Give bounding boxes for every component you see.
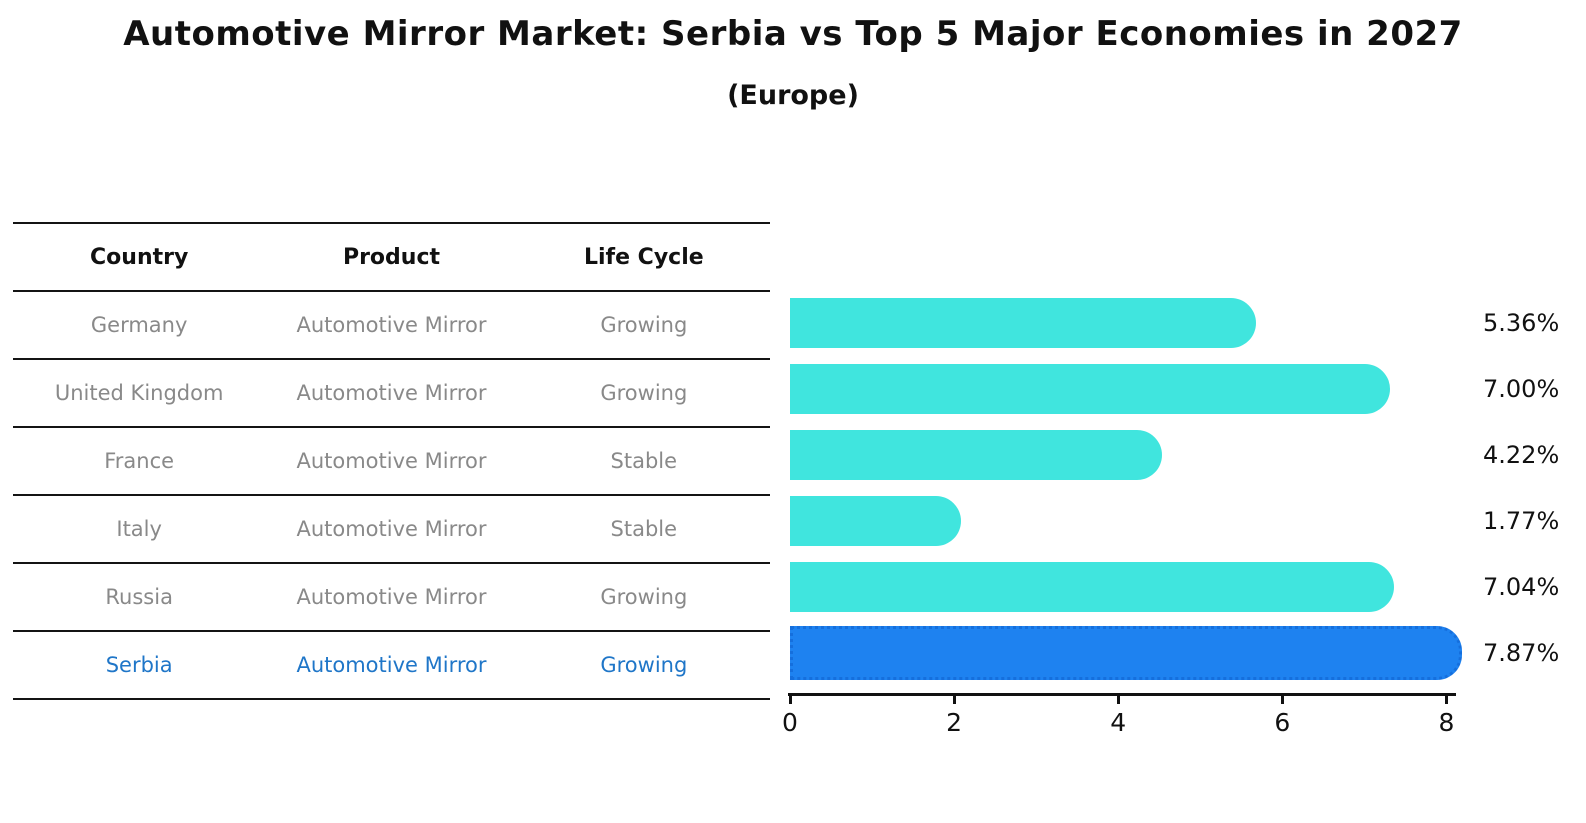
bar-value-label: 7.04% — [1483, 573, 1560, 601]
table-row-italy: Italy Automotive Mirror Stable — [13, 496, 770, 564]
bar-serbia — [790, 626, 1462, 680]
cell-country: United Kingdom — [54, 381, 224, 405]
bar-united-kingdom — [790, 364, 1390, 414]
column-header-country: Country — [90, 244, 189, 270]
chart-title: Automotive Mirror Market: Serbia vs Top … — [123, 14, 1463, 54]
x-axis-tick-mark — [788, 695, 792, 704]
table-row-united-kingdom: United Kingdom Automotive Mirror Growing — [13, 360, 770, 428]
x-axis-tick-mark — [1445, 695, 1448, 704]
bar-russia — [790, 562, 1394, 612]
bar-value-label: 7.87% — [1483, 639, 1560, 667]
x-axis-tick-label: 0 — [782, 708, 798, 737]
table-header-row: Country Product Life Cycle — [13, 224, 770, 292]
table-row-france: France Automotive Mirror Stable — [13, 428, 770, 496]
bar-value-label: 5.36% — [1483, 309, 1560, 337]
column-header-life-cycle: Life Cycle — [583, 244, 704, 270]
table-row-russia: Russia Automotive Mirror Growing — [13, 564, 770, 632]
x-axis-tick-label: 2 — [946, 708, 963, 737]
table-row-germany: Germany Automotive Mirror Growing — [13, 292, 770, 360]
bar-value-label: 7.00% — [1483, 375, 1560, 403]
cell-country: Russia — [105, 585, 173, 609]
bar-value-label: 4.22% — [1483, 441, 1560, 469]
cell-life-cycle: Growing — [600, 313, 688, 337]
cell-life-cycle: Stable — [610, 517, 678, 541]
cell-life-cycle: Stable — [610, 449, 678, 473]
country-info-table: Country Product Life Cycle Germany Automo… — [13, 222, 770, 700]
x-axis-tick-label: 8 — [1438, 708, 1455, 737]
x-axis-tick-mark — [952, 695, 956, 704]
cell-country: Germany — [90, 313, 188, 337]
cell-country: Italy — [116, 517, 162, 541]
bar-italy — [790, 496, 961, 546]
cell-product: Automotive Mirror — [296, 517, 487, 541]
column-header-product: Product — [342, 244, 441, 270]
x-axis-tick-label: 6 — [1274, 708, 1291, 737]
x-axis-tick-mark — [1280, 695, 1284, 704]
chart-subtitle: (Europe) — [727, 80, 859, 111]
x-axis-tick-label: 4 — [1110, 708, 1127, 737]
table-row-serbia: Serbia Automotive Mirror Growing — [13, 632, 770, 700]
bar-germany — [790, 298, 1256, 348]
bar-value-label: 1.77% — [1483, 507, 1560, 535]
cell-product: Automotive Mirror — [296, 381, 487, 405]
cell-life-cycle: Growing — [600, 653, 688, 677]
x-axis-tick-mark — [1116, 695, 1120, 704]
cell-life-cycle: Growing — [600, 381, 688, 405]
cell-product: Automotive Mirror — [296, 449, 487, 473]
cell-life-cycle: Growing — [600, 585, 688, 609]
cell-product: Automotive Mirror — [296, 585, 487, 609]
x-axis-line — [788, 693, 1456, 696]
cell-product: Automotive Mirror — [296, 313, 487, 337]
cell-country: France — [104, 449, 175, 473]
bar-chart: 5.36% 7.00% 4.22% 1.77% 7.04% 7.87% 0 2 4 6 8 — [782, 222, 1586, 782]
cell-country: Serbia — [105, 653, 173, 677]
cell-product: Automotive Mirror — [296, 653, 487, 677]
bar-france — [790, 430, 1162, 480]
